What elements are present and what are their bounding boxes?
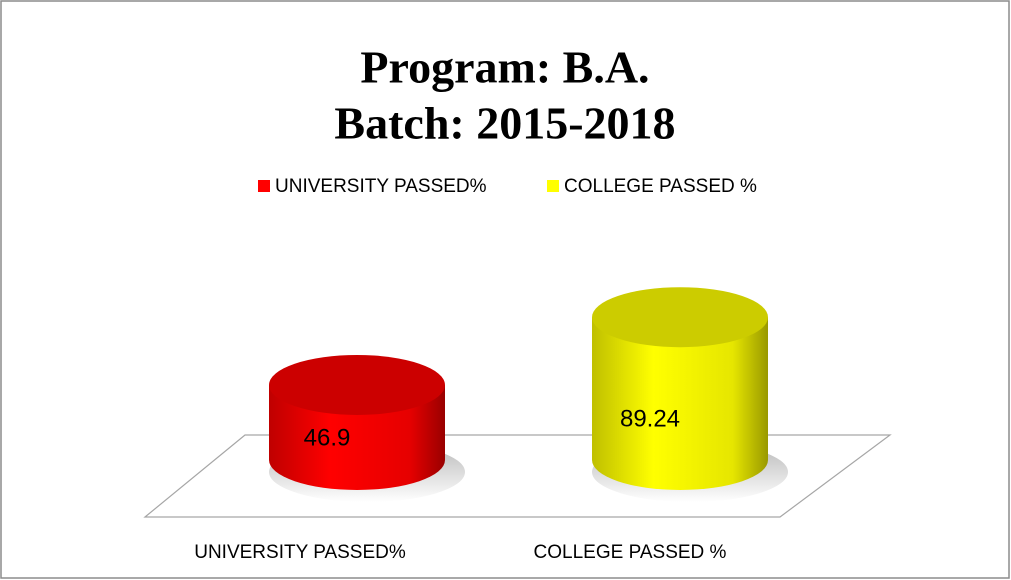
bar [592,317,768,490]
bar-top [269,354,445,415]
data-label: 89.24 [620,405,680,432]
bar-top [592,287,768,348]
bar [269,384,445,490]
x-tick-label: UNIVERSITY PASSED% [194,542,406,563]
legend-label: UNIVERSITY PASSED% [275,176,487,197]
data-label: 46.9 [304,424,351,451]
legend-label: COLLEGE PASSED % [564,176,757,197]
legend-swatch [547,180,559,192]
legend-swatch [258,180,270,192]
x-tick-label: COLLEGE PASSED % [534,542,727,563]
chart-subtitle: Batch: 2015-2018 [334,98,675,149]
chart-title: Program: B.A. [360,42,649,93]
